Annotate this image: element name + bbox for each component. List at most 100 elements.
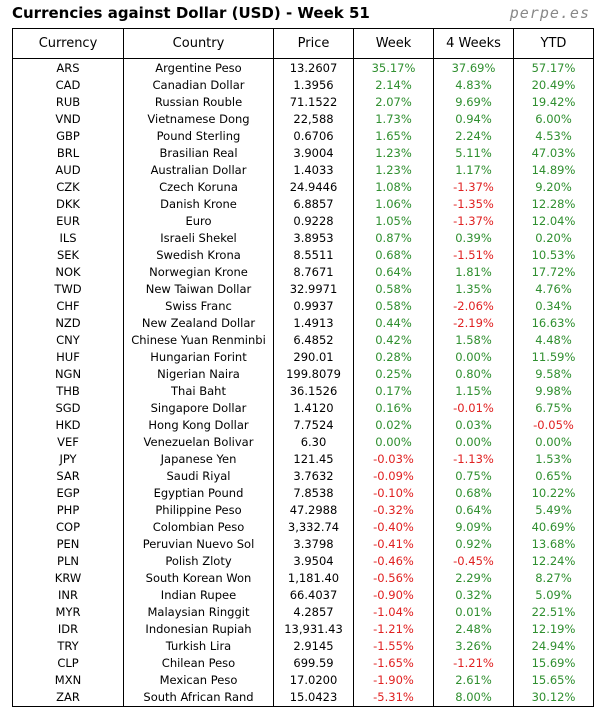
table-cell: 12.24%: [513, 553, 594, 570]
table-cell: 0.92%: [433, 536, 514, 553]
table-cell: 8.7671: [273, 264, 354, 281]
table-row: DKK Danish Krone 6.8857 1.06% -1.35% 12.28%: [13, 196, 594, 213]
table-cell: 0.03%: [433, 417, 514, 434]
table-cell: 13,931.43: [273, 621, 354, 638]
table-cell: 12.19%: [513, 621, 594, 638]
table-cell: Nigerian Naira: [123, 366, 274, 383]
table-cell: 10.53%: [513, 247, 594, 264]
table-cell: Malaysian Ringgit: [123, 604, 274, 621]
table-cell: 7.7524: [273, 417, 354, 434]
table-cell: -1.13%: [433, 451, 514, 468]
table-cell: Swedish Krona: [123, 247, 274, 264]
table-cell: Chilean Peso: [123, 655, 274, 672]
column-header: YTD: [513, 28, 594, 59]
table-cell: ARS: [56, 61, 80, 75]
table-cell: 17.0200: [273, 672, 354, 689]
table-cell: 13.68%: [513, 536, 594, 553]
table-row: SGD Singapore Dollar 1.4120 0.16% -0.01% 6.75…: [13, 400, 594, 417]
table-cell: 9.09%: [433, 519, 514, 536]
table-cell: THB: [56, 384, 80, 398]
table-cell: 15.69%: [513, 655, 594, 672]
table-cell: 121.45: [273, 451, 354, 468]
table-row: JPY Japanese Yen 121.45 -0.03% -1.13% 1.53%: [13, 451, 594, 468]
table-row: COP Colombian Peso 3,332.74 -0.40% 9.09% 40.6…: [13, 519, 594, 536]
table-cell: New Zealand Dollar: [123, 315, 274, 332]
table-cell: 1.4913: [273, 315, 354, 332]
table-cell: Indian Rupee: [123, 587, 274, 604]
table-row: RUB Russian Rouble 71.1522 2.07% 9.69% 19.42%: [13, 94, 594, 111]
table-row: CLP Chilean Peso 699.59 -1.65% -1.21% 15.69%: [13, 655, 594, 672]
table-cell: -1.04%: [353, 604, 434, 621]
table-cell: 8.5511: [273, 247, 354, 264]
table-cell: EUR: [56, 214, 80, 228]
table-cell: 12.28%: [513, 196, 594, 213]
table-cell: 0.65%: [513, 468, 594, 485]
table-cell: 9.69%: [433, 94, 514, 111]
table-cell: 40.69%: [513, 519, 594, 536]
table-cell: 0.9228: [273, 213, 354, 230]
table-cell: 6.30: [273, 434, 354, 451]
table-cell: 1.73%: [353, 111, 434, 128]
table-cell: 4.2857: [273, 604, 354, 621]
table-row: EUR Euro 0.9228 1.05% -1.37% 12.04%: [13, 213, 594, 230]
table-cell: SGD: [55, 401, 81, 415]
table-cell: VEF: [57, 435, 79, 449]
table-cell: 0.39%: [433, 230, 514, 247]
table-cell: NOK: [55, 265, 81, 279]
column-header: Week: [353, 28, 434, 59]
table-cell: 1.58%: [433, 332, 514, 349]
table-cell: 10.22%: [513, 485, 594, 502]
table-cell: New Taiwan Dollar: [123, 281, 274, 298]
table-cell: South African Rand: [123, 689, 274, 707]
table-cell: 30.12%: [513, 689, 594, 707]
table-cell: 4.83%: [433, 77, 514, 94]
table-cell: 13.2607: [273, 58, 354, 77]
table-cell: -0.09%: [353, 468, 434, 485]
table-cell: 16.63%: [513, 315, 594, 332]
table-row: SEK Swedish Krona 8.5511 0.68% -1.51% 10.53%: [13, 247, 594, 264]
table-cell: 4.76%: [513, 281, 594, 298]
table-cell: 0.01%: [433, 604, 514, 621]
table-cell: 0.80%: [433, 366, 514, 383]
table-cell: -0.41%: [353, 536, 434, 553]
table-cell: RUB: [55, 95, 81, 109]
table-cell: 1.23%: [353, 162, 434, 179]
table-cell: 22,588: [273, 111, 354, 128]
currency-table: Currency Country Price Week 4 Weeks YTD ARS Ar…: [12, 28, 594, 707]
table-cell: 3.7632: [273, 468, 354, 485]
table-cell: Australian Dollar: [123, 162, 274, 179]
table-cell: -0.56%: [353, 570, 434, 587]
table-row: GBP Pound Sterling 0.6706 1.65% 2.24% 4.53%: [13, 128, 594, 145]
table-cell: -2.19%: [433, 315, 514, 332]
table-row: ARS Argentine Peso 13.2607 35.17% 37.69% 57.1…: [13, 58, 594, 77]
table-cell: Turkish Lira: [123, 638, 274, 655]
table-cell: CLP: [57, 656, 79, 670]
table-cell: 1.23%: [353, 145, 434, 162]
table-cell: 24.94%: [513, 638, 594, 655]
table-cell: 6.00%: [513, 111, 594, 128]
table-cell: Brasilian Real: [123, 145, 274, 162]
table-row: BRL Brasilian Real 3.9004 1.23% 5.11% 47.03%: [13, 145, 594, 162]
table-row: CZK Czech Koruna 24.9446 1.08% -1.37% 9.20%: [13, 179, 594, 196]
column-header: Country: [123, 28, 274, 59]
table-cell: -0.01%: [433, 400, 514, 417]
table-cell: 0.75%: [433, 468, 514, 485]
table-cell: 0.6706: [273, 128, 354, 145]
table-cell: DKK: [56, 197, 80, 211]
table-cell: 1,181.40: [273, 570, 354, 587]
table-cell: 0.00%: [353, 434, 434, 451]
table-cell: 0.58%: [353, 281, 434, 298]
table-cell: ILS: [59, 231, 77, 245]
table-cell: -5.31%: [353, 689, 434, 707]
table-cell: 4.53%: [513, 128, 594, 145]
table-cell: 2.24%: [433, 128, 514, 145]
table-body: ARS Argentine Peso 13.2607 35.17% 37.69% 57.1…: [13, 58, 594, 707]
table-row: TWD New Taiwan Dollar 32.9971 0.58% 1.35% 4.7…: [13, 281, 594, 298]
table-cell: 9.20%: [513, 179, 594, 196]
table-cell: -1.35%: [433, 196, 514, 213]
table-row: HUF Hungarian Forint 290.01 0.28% 0.00% 11.59…: [13, 349, 594, 366]
table-cell: 35.17%: [353, 58, 434, 77]
table-cell: 0.68%: [353, 247, 434, 264]
table-cell: MYR: [55, 605, 81, 619]
